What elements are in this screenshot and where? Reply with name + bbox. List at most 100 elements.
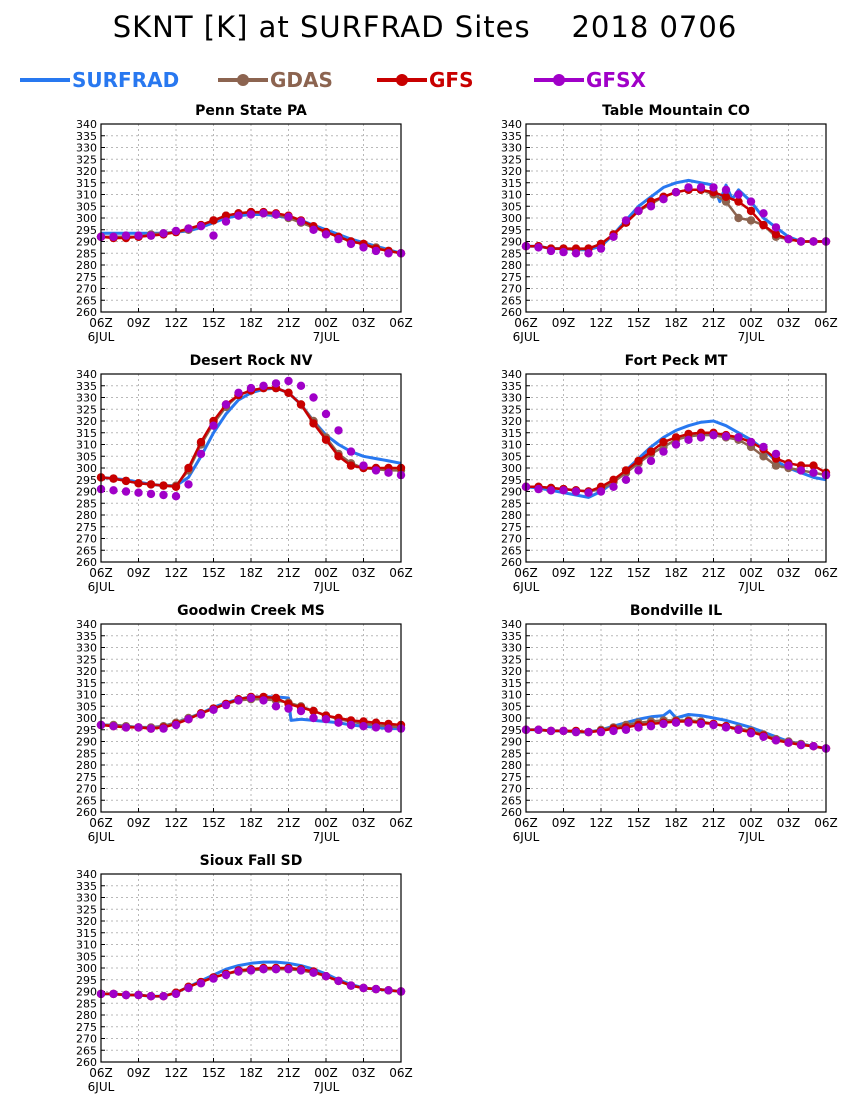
y-tick-label: 275: [501, 271, 522, 284]
y-tick-label: 280: [76, 259, 97, 272]
legend-line-surfrad: [20, 78, 70, 82]
y-tick-label: 330: [76, 392, 97, 405]
x-date-label: 6JUL: [513, 830, 540, 844]
x-tick-label: 18Z: [239, 1066, 263, 1080]
point-gfsx: [384, 724, 393, 733]
point-gfsx: [359, 243, 368, 252]
x-tick-label: 03Z: [777, 816, 801, 830]
y-tick-label: 280: [76, 759, 97, 772]
y-tick-label: 270: [76, 1033, 97, 1046]
point-gfsx: [371, 246, 381, 256]
y-tick-label: 260: [76, 306, 97, 319]
x-tick-label: 15Z: [202, 816, 226, 830]
y-tick-label: 270: [76, 783, 97, 796]
point-gfsx: [296, 381, 306, 390]
point-gdas: [771, 461, 781, 470]
legend-label-gfsx: GFSX: [586, 68, 646, 92]
x-tick-label: 06Z: [89, 1066, 113, 1080]
y-tick-label: 310: [76, 689, 97, 702]
x-date-label: 6JUL: [88, 580, 115, 594]
y-tick-label: 325: [501, 653, 522, 666]
panel-sioux-fall-sd: Sioux Fall SD 260265270275280285290295300…: [76, 853, 413, 1094]
point-gfsx: [734, 725, 743, 734]
point-gfsx: [809, 237, 818, 246]
point-gfsx: [134, 723, 143, 732]
point-gfsx: [234, 211, 243, 220]
point-gfsx: [796, 740, 806, 750]
x-tick-label: 03Z: [777, 566, 801, 580]
series-line-gfs: [100, 386, 401, 489]
point-gfsx: [634, 466, 643, 475]
x-tick-label: 15Z: [202, 316, 226, 330]
y-tick-label: 285: [76, 997, 97, 1010]
x-tick-label: 15Z: [627, 566, 651, 580]
point-gfsx: [321, 972, 331, 981]
point-gfsx: [196, 979, 206, 988]
point-gfsx: [359, 722, 368, 731]
panel-title-goodwin-creek-ms: Goodwin Creek MS: [177, 603, 325, 619]
y-tick-label: 260: [501, 556, 522, 569]
legend-line-gfs: [377, 74, 427, 86]
point-gdas: [746, 216, 756, 225]
point-gfsx: [321, 409, 331, 419]
y-tick-label: 305: [76, 450, 97, 463]
point-gfs: [771, 230, 781, 239]
x-tick-label: 09Z: [552, 316, 576, 330]
y-tick-label: 285: [501, 497, 522, 510]
point-gfsx: [546, 246, 556, 256]
x-tick-label: 09Z: [552, 816, 576, 830]
point-gfsx: [334, 234, 343, 244]
y-tick-label: 295: [501, 474, 522, 487]
panel-title-bondville-il: Bondville IL: [630, 603, 722, 619]
y-tick-label: 275: [501, 521, 522, 534]
point-gfsx: [659, 447, 668, 456]
x-date-label: 7JUL: [313, 830, 340, 844]
y-tick-label: 320: [501, 665, 522, 678]
y-tick-label: 285: [76, 747, 97, 760]
x-tick-label: 00Z: [314, 1066, 338, 1080]
point-gfsx: [384, 986, 393, 995]
point-gfsx: [184, 715, 193, 724]
point-gfsx: [284, 965, 293, 974]
y-tick-label: 290: [76, 486, 97, 499]
point-gfsx: [109, 722, 118, 731]
point-gfsx: [746, 437, 756, 447]
point-gfs: [609, 475, 618, 484]
y-tick-label: 295: [501, 724, 522, 737]
y-tick-label: 270: [501, 783, 522, 796]
y-tick-label: 335: [76, 880, 97, 893]
point-gfsx: [271, 702, 281, 711]
y-tick-label: 315: [76, 677, 97, 690]
point-gfs: [809, 461, 818, 470]
point-gfsx: [209, 231, 218, 240]
point-gfsx: [296, 966, 306, 975]
y-tick-label: 290: [501, 236, 522, 249]
point-gfsx: [359, 461, 368, 470]
point-gfsx: [571, 487, 581, 496]
x-tick-label: 00Z: [739, 816, 763, 830]
x-date-label: 6JUL: [88, 330, 115, 344]
point-gfsx: [646, 202, 656, 211]
point-gfs: [759, 220, 768, 230]
point-gfsx: [284, 704, 293, 713]
plot-frame: [525, 623, 827, 813]
panel-title-desert-rock-nv: Desert Rock NV: [190, 353, 313, 369]
y-tick-label: 260: [76, 1056, 97, 1069]
x-tick-label: 15Z: [202, 1066, 226, 1080]
y-tick-label: 325: [76, 403, 97, 416]
point-gfsx: [759, 209, 768, 218]
point-gfsx: [346, 239, 356, 249]
y-tick-label: 335: [76, 130, 97, 143]
point-gfsx: [121, 723, 131, 732]
y-tick-label: 260: [76, 556, 97, 569]
x-tick-label: 12Z: [589, 566, 613, 580]
y-tick-label: 275: [76, 771, 97, 784]
x-tick-label: 06Z: [89, 316, 113, 330]
y-tick-label: 270: [76, 283, 97, 296]
y-tick-label: 265: [501, 544, 522, 557]
x-date-label: 7JUL: [738, 580, 765, 594]
y-tick-label: 275: [76, 271, 97, 284]
x-tick-label: 15Z: [202, 566, 226, 580]
point-gfsx: [671, 718, 681, 727]
point-gfsx: [759, 732, 768, 741]
